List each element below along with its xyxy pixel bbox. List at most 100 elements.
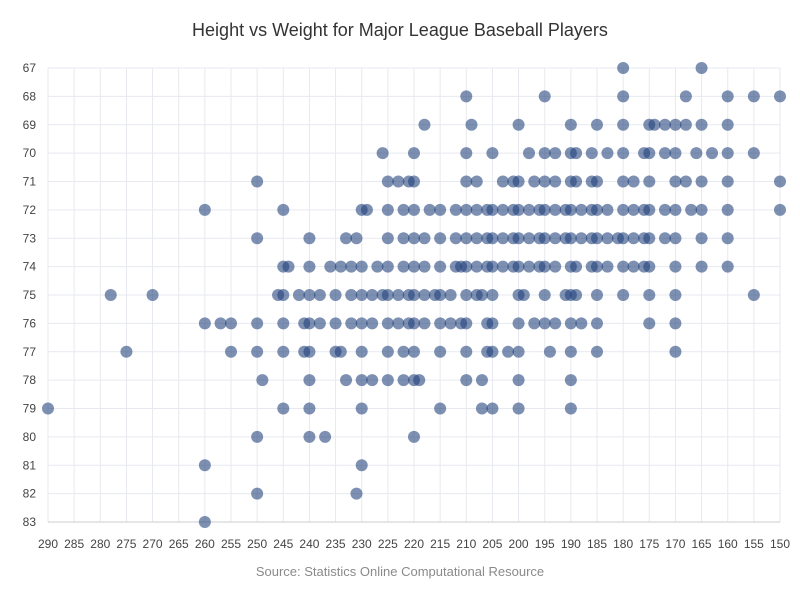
data-point[interactable]	[408, 175, 420, 188]
data-point[interactable]	[251, 345, 264, 358]
data-point[interactable]	[627, 260, 640, 273]
data-point[interactable]	[340, 232, 353, 245]
data-point[interactable]	[591, 118, 603, 131]
data-point[interactable]	[695, 260, 708, 273]
data-point[interactable]	[214, 317, 227, 330]
data-point[interactable]	[496, 232, 509, 245]
data-point[interactable]	[460, 232, 473, 245]
data-point[interactable]	[198, 516, 211, 528]
data-point[interactable]	[303, 289, 316, 301]
data-point[interactable]	[669, 232, 682, 245]
data-point[interactable]	[643, 317, 656, 330]
data-point[interactable]	[643, 289, 656, 301]
data-point[interactable]	[486, 147, 499, 160]
data-point[interactable]	[460, 90, 473, 103]
data-point[interactable]	[376, 147, 389, 160]
data-point[interactable]	[470, 232, 483, 245]
data-point[interactable]	[669, 147, 682, 160]
data-point[interactable]	[496, 260, 509, 273]
data-point[interactable]	[721, 175, 734, 188]
data-point[interactable]	[643, 260, 656, 273]
data-point[interactable]	[345, 317, 358, 330]
data-point[interactable]	[256, 374, 269, 387]
data-point[interactable]	[303, 430, 316, 443]
data-point[interactable]	[538, 260, 551, 273]
data-point[interactable]	[523, 203, 536, 216]
data-point[interactable]	[303, 374, 316, 387]
data-point[interactable]	[397, 260, 410, 273]
data-point[interactable]	[549, 203, 562, 216]
data-point[interactable]	[617, 90, 630, 103]
data-point[interactable]	[355, 289, 368, 301]
data-point[interactable]	[538, 232, 551, 245]
data-point[interactable]	[408, 147, 420, 160]
data-point[interactable]	[648, 118, 661, 131]
data-point[interactable]	[695, 232, 708, 245]
data-point[interactable]	[381, 317, 394, 330]
data-point[interactable]	[408, 260, 420, 273]
data-point[interactable]	[517, 289, 530, 301]
data-point[interactable]	[366, 289, 379, 301]
data-point[interactable]	[617, 203, 630, 216]
data-point[interactable]	[460, 203, 473, 216]
data-point[interactable]	[355, 374, 368, 387]
data-point[interactable]	[340, 374, 353, 387]
data-point[interactable]	[355, 317, 368, 330]
data-point[interactable]	[277, 289, 290, 301]
data-point[interactable]	[564, 232, 577, 245]
data-point[interactable]	[486, 345, 499, 358]
data-point[interactable]	[329, 289, 342, 301]
data-point[interactable]	[721, 90, 734, 103]
data-point[interactable]	[747, 90, 760, 103]
data-point[interactable]	[695, 118, 708, 131]
data-point[interactable]	[397, 232, 410, 245]
data-point[interactable]	[277, 317, 290, 330]
data-point[interactable]	[679, 90, 692, 103]
data-point[interactable]	[538, 147, 551, 160]
data-point[interactable]	[334, 345, 347, 358]
data-point[interactable]	[444, 317, 457, 330]
data-point[interactable]	[512, 317, 525, 330]
data-point[interactable]	[512, 175, 525, 188]
data-point[interactable]	[512, 345, 525, 358]
data-point[interactable]	[434, 345, 447, 358]
data-point[interactable]	[470, 175, 483, 188]
data-point[interactable]	[460, 374, 473, 387]
data-point[interactable]	[408, 203, 420, 216]
data-point[interactable]	[366, 374, 379, 387]
data-point[interactable]	[470, 203, 483, 216]
data-point[interactable]	[591, 232, 603, 245]
data-point[interactable]	[251, 317, 264, 330]
data-point[interactable]	[408, 430, 420, 443]
data-point[interactable]	[465, 118, 478, 131]
data-point[interactable]	[669, 289, 682, 301]
data-point[interactable]	[198, 459, 211, 472]
data-point[interactable]	[434, 289, 447, 301]
data-point[interactable]	[470, 260, 483, 273]
data-point[interactable]	[523, 232, 536, 245]
data-point[interactable]	[104, 289, 117, 301]
data-point[interactable]	[418, 260, 431, 273]
data-point[interactable]	[512, 118, 525, 131]
data-point[interactable]	[418, 289, 431, 301]
data-point[interactable]	[277, 402, 290, 415]
data-point[interactable]	[460, 147, 473, 160]
data-point[interactable]	[528, 317, 541, 330]
data-point[interactable]	[303, 402, 316, 415]
data-point[interactable]	[591, 260, 603, 273]
data-point[interactable]	[475, 374, 488, 387]
data-point[interactable]	[434, 203, 447, 216]
data-point[interactable]	[460, 260, 473, 273]
data-point[interactable]	[643, 232, 656, 245]
data-point[interactable]	[392, 317, 405, 330]
data-point[interactable]	[496, 175, 509, 188]
data-point[interactable]	[502, 345, 515, 358]
data-point[interactable]	[570, 147, 583, 160]
data-point[interactable]	[418, 232, 431, 245]
data-point[interactable]	[408, 232, 420, 245]
data-point[interactable]	[313, 317, 326, 330]
data-point[interactable]	[658, 147, 671, 160]
data-point[interactable]	[408, 317, 420, 330]
data-point[interactable]	[303, 317, 316, 330]
data-point[interactable]	[120, 345, 133, 358]
